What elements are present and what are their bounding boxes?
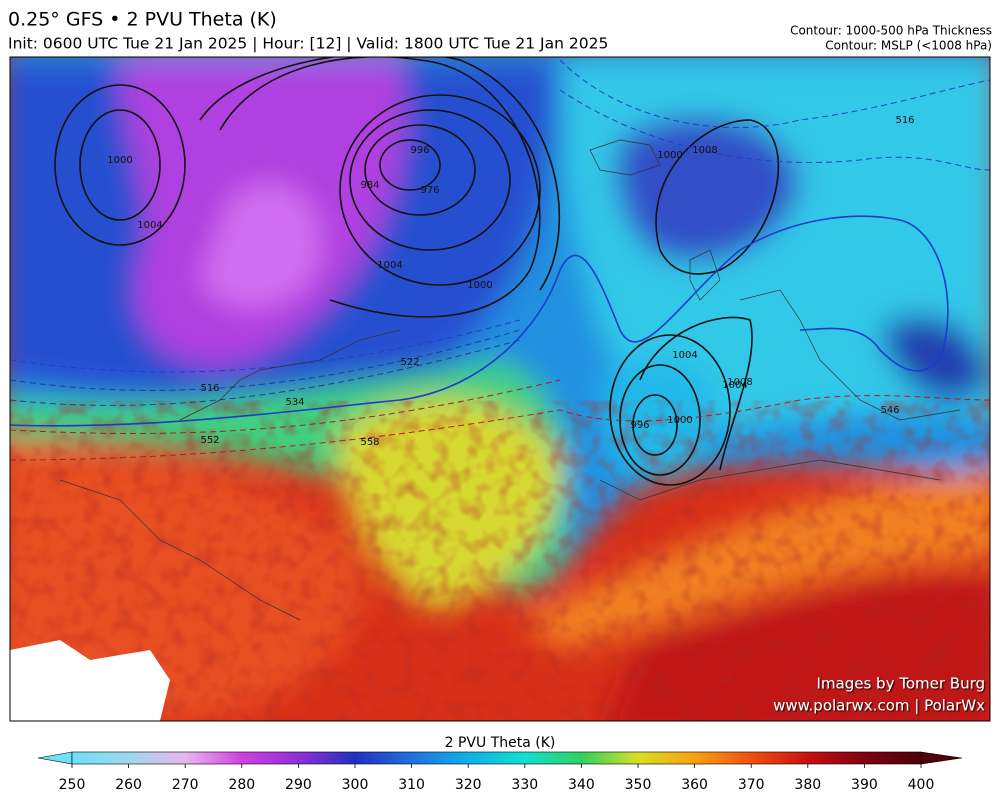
colorbar-tick-label: 250 xyxy=(59,777,86,793)
colorbar-tick-label: 280 xyxy=(228,777,255,793)
colorbar-tick-label: 330 xyxy=(511,777,538,793)
title: 0.25° GFS • 2 PVU Theta (K) xyxy=(8,9,277,31)
colorbar-tick-label: 360 xyxy=(681,777,708,793)
contour-label: 1004 xyxy=(722,380,747,391)
contour-label: 996 xyxy=(630,420,649,431)
map: 1000 1004 976 984 996 1000 1004 1000 1004 996 1000… xyxy=(10,57,990,721)
coastlines xyxy=(59,139,961,621)
colorbar-label: 2 PVU Theta (K) xyxy=(445,735,556,751)
colorbar-tick-label: 350 xyxy=(625,777,652,793)
isobars xyxy=(54,57,780,486)
contour-label: 516 xyxy=(895,115,914,126)
contour-label: 552 xyxy=(200,435,219,446)
colorbar-tick-label: 390 xyxy=(851,777,878,793)
colorbar-tick-label: 380 xyxy=(794,777,821,793)
colorbar-tick-label: 320 xyxy=(455,777,482,793)
credit: www.polarwx.com | PolarWx xyxy=(773,697,985,715)
contour-label: 1008 xyxy=(692,145,717,156)
contour-label: 984 xyxy=(360,180,379,191)
colorbar-tick-label: 340 xyxy=(568,777,595,793)
contour-label: 976 xyxy=(420,185,439,196)
contour-label: 1004 xyxy=(137,220,162,231)
colorbar-tick-label: 260 xyxy=(115,777,142,793)
colorbar: 250 260 270 280 290 300 310 320 330 340 350 360 370 3… xyxy=(37,751,963,793)
contour-label: 1000 xyxy=(657,150,682,161)
contour-labels: 1000 1004 976 984 996 1000 1004 1000 1004 996 1000… xyxy=(107,115,914,448)
colorbar-tick-label: 270 xyxy=(172,777,199,793)
colorbar-extend-high xyxy=(920,751,963,765)
missing-data xyxy=(10,640,170,721)
contour-label: 1004 xyxy=(672,350,697,361)
contour-label: 1000 xyxy=(467,280,492,291)
contour-label: 1000 xyxy=(667,415,692,426)
colorbar-tick-label: 400 xyxy=(908,777,935,793)
colorbar-tick-label: 310 xyxy=(398,777,425,793)
contour-label: 1000 xyxy=(107,155,132,166)
map-texture xyxy=(10,430,990,721)
contour-label: 534 xyxy=(285,397,304,408)
colorbar-tick-label: 370 xyxy=(738,777,765,793)
thickness-lines xyxy=(10,59,990,461)
contour-note: Contour: 1000-500 hPa Thickness xyxy=(790,24,992,38)
contour-label: 516 xyxy=(200,383,219,394)
subtitle: Init: 0600 UTC Tue 21 Jan 2025 | Hour: [… xyxy=(8,35,608,53)
contour-label: 546 xyxy=(880,405,899,416)
isobar-1000 xyxy=(10,215,949,427)
colorbar-tick-label: 290 xyxy=(285,777,312,793)
contour-label: 558 xyxy=(360,437,379,448)
colorbar-tick-label: 300 xyxy=(342,777,369,793)
contour-note: Contour: MSLP (<1008 hPa) xyxy=(825,39,992,53)
colorbar-extend-low xyxy=(37,751,73,765)
credit: Images by Tomer Burg xyxy=(816,675,985,693)
contour-label: 996 xyxy=(410,145,429,156)
contour-label: 1008 xyxy=(727,377,752,388)
contour-label: 1004 xyxy=(377,260,402,271)
colorbar-bar xyxy=(71,751,922,765)
contour-label: 522 xyxy=(400,357,419,368)
map-border xyxy=(9,56,991,722)
